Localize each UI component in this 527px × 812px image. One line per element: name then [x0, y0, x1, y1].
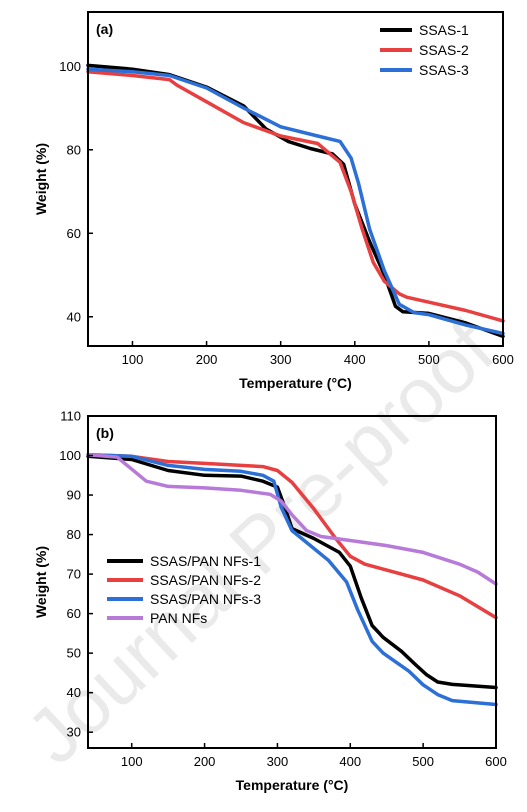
y-tick-label: 100 — [59, 59, 81, 74]
series-line-2 — [86, 69, 505, 323]
y-tick-label: 40 — [67, 685, 81, 700]
x-tick-label: 600 — [485, 754, 507, 769]
y-tick-label: 110 — [60, 409, 81, 424]
plot-frame — [87, 11, 504, 347]
x-tick-label: 400 — [344, 352, 366, 367]
x-tick-label: 100 — [122, 352, 144, 367]
panel-b-chart: 100 200 300 400 500 600 30 40 50 60 70 80 90 100 110 Te… — [33, 409, 507, 794]
x-tick-label: 500 — [418, 352, 440, 367]
panel-a-chart: 100 200 300 400 500 600 40 60 80 100 Temperature (… — [33, 11, 514, 391]
y-axis-title: Weight (%) — [33, 143, 49, 215]
legend-label: SSAS-1 — [419, 22, 469, 38]
series-line-4 — [86, 452, 498, 586]
panel-label: (a) — [96, 21, 113, 37]
x-tick-label: 300 — [267, 754, 289, 769]
series-line-1 — [86, 454, 498, 690]
x-tick-label: 300 — [270, 352, 292, 367]
x-tick-label: 400 — [339, 754, 361, 769]
legend-label: SSAS-2 — [419, 42, 469, 58]
y-tick-label: 80 — [67, 142, 81, 157]
legend-label: PAN NFs — [150, 610, 207, 626]
y-tick-label: 100 — [59, 448, 81, 463]
y-tick-label: 80 — [67, 527, 81, 542]
series-line-3 — [86, 67, 505, 336]
x-tick-label: 600 — [492, 352, 514, 367]
x-tick-label: 500 — [412, 754, 434, 769]
x-tick-label: 100 — [121, 754, 143, 769]
y-axis-title: Weight (%) — [33, 546, 49, 618]
series-line-1 — [86, 63, 505, 339]
x-axis-title: Temperature (°C) — [239, 375, 352, 391]
legend-label: SSAS/PAN NFs-2 — [150, 572, 261, 588]
legend-label: SSAS/PAN NFs-1 — [150, 553, 261, 569]
y-tick-label: 60 — [67, 606, 81, 621]
y-tick-label: 60 — [67, 226, 81, 241]
panel-label: (b) — [96, 425, 114, 441]
y-tick-label: 40 — [67, 309, 81, 324]
y-tick-label: 30 — [67, 725, 81, 740]
x-tick-label: 200 — [194, 754, 216, 769]
legend-label: SSAS-3 — [419, 62, 469, 78]
y-tick-label: 50 — [67, 646, 81, 661]
x-tick-label: 200 — [196, 352, 218, 367]
legend-label: SSAS/PAN NFs-3 — [150, 591, 261, 607]
x-axis-title: Temperature (°C) — [236, 777, 349, 793]
series-line-3 — [86, 452, 498, 707]
plot-frame — [87, 415, 497, 749]
y-tick-label: 90 — [67, 488, 81, 503]
series-line-2 — [86, 452, 498, 620]
y-tick-label: 70 — [67, 567, 81, 582]
